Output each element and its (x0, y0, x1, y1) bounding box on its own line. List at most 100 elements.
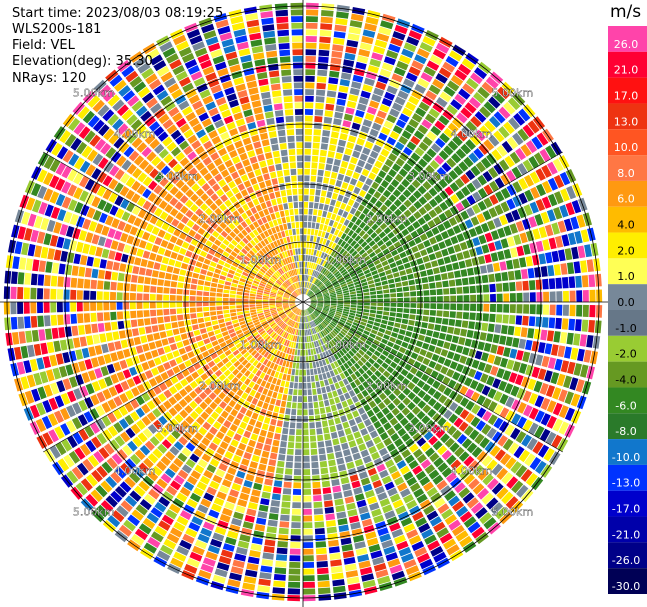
range-gate (367, 211, 375, 219)
range-gate (183, 283, 191, 289)
range-gate (87, 370, 97, 381)
range-gate (333, 251, 339, 258)
range-gate (283, 305, 289, 308)
range-gate (84, 425, 95, 438)
range-gate (403, 199, 412, 208)
range-gate (358, 259, 365, 266)
range-gate (190, 313, 197, 319)
range-gate (229, 572, 242, 581)
range-gate (536, 132, 549, 146)
range-gate (271, 332, 277, 339)
range-gate (397, 383, 406, 392)
range-gate (250, 239, 257, 247)
range-gate (345, 570, 359, 578)
range-gate (285, 115, 294, 123)
range-gate (223, 45, 236, 54)
range-gate (383, 293, 390, 298)
range-gate (163, 232, 172, 241)
range-gate (258, 78, 269, 86)
range-gate (424, 262, 432, 269)
range-gate (303, 469, 311, 476)
range-gate (30, 302, 37, 314)
range-gate (124, 402, 134, 413)
range-gate (345, 46, 357, 54)
range-gate (206, 271, 214, 277)
range-gate (191, 183, 200, 192)
range-gate (289, 382, 294, 389)
range-gate (291, 306, 297, 310)
range-gate (112, 331, 120, 341)
range-gate (202, 156, 212, 166)
range-gate (284, 414, 290, 422)
range-gate (551, 250, 560, 263)
range-gate (352, 322, 360, 327)
range-gate (92, 210, 102, 221)
range-gate (68, 376, 78, 388)
range-gate (294, 335, 298, 342)
range-gate (210, 221, 219, 230)
range-gate (284, 293, 290, 297)
range-gate (347, 332, 354, 338)
range-gate (513, 234, 522, 245)
range-gate (42, 432, 54, 446)
range-gate (547, 193, 558, 207)
range-gate (150, 102, 162, 114)
range-gate (264, 152, 273, 160)
range-gate (436, 373, 445, 382)
range-gate (371, 354, 378, 361)
range-gate (170, 281, 178, 288)
range-gate (489, 180, 499, 192)
range-gate (452, 500, 465, 512)
range-gate (240, 189, 249, 197)
range-gate (236, 41, 249, 50)
range-gate (359, 153, 368, 162)
range-gate (168, 407, 178, 417)
range-gate (288, 278, 293, 284)
range-gate (209, 302, 216, 306)
range-gate (442, 109, 454, 121)
range-gate (125, 390, 135, 400)
range-gate (225, 361, 233, 369)
range-gate (362, 84, 373, 93)
range-gate (226, 258, 233, 265)
range-gate (372, 274, 380, 279)
range-gate (446, 104, 458, 116)
range-gate (304, 115, 313, 122)
range-gate (449, 442, 460, 453)
range-gate (101, 343, 109, 354)
range-gate (341, 315, 348, 319)
range-gate (164, 77, 177, 88)
range-gate (11, 271, 18, 284)
range-gate (260, 202, 267, 210)
range-gate (308, 307, 313, 313)
range-gate (387, 231, 395, 239)
range-gate (338, 349, 345, 357)
range-gate (352, 171, 360, 180)
range-gate (44, 315, 51, 327)
range-gate (267, 346, 273, 353)
range-gate (304, 135, 312, 142)
range-gate (342, 355, 349, 362)
range-gate (210, 167, 220, 177)
range-gate (321, 480, 331, 488)
range-gate (441, 273, 448, 280)
range-gate (291, 222, 296, 229)
range-gate (285, 280, 290, 286)
range-gate (362, 147, 371, 156)
range-gate (362, 288, 370, 293)
range-gate (287, 354, 292, 361)
range-gate (263, 173, 270, 181)
range-gate (174, 201, 184, 211)
range-gate (310, 300, 317, 302)
range-gate (109, 439, 120, 451)
range-gate (289, 320, 294, 326)
range-gate (233, 418, 241, 426)
range-gate (408, 215, 417, 224)
range-gate (278, 43, 290, 50)
range-gate (340, 330, 347, 336)
range-gate (62, 378, 72, 391)
range-gate (72, 432, 84, 445)
range-gate (285, 461, 293, 469)
range-gate (183, 256, 191, 264)
range-gate (130, 423, 141, 435)
